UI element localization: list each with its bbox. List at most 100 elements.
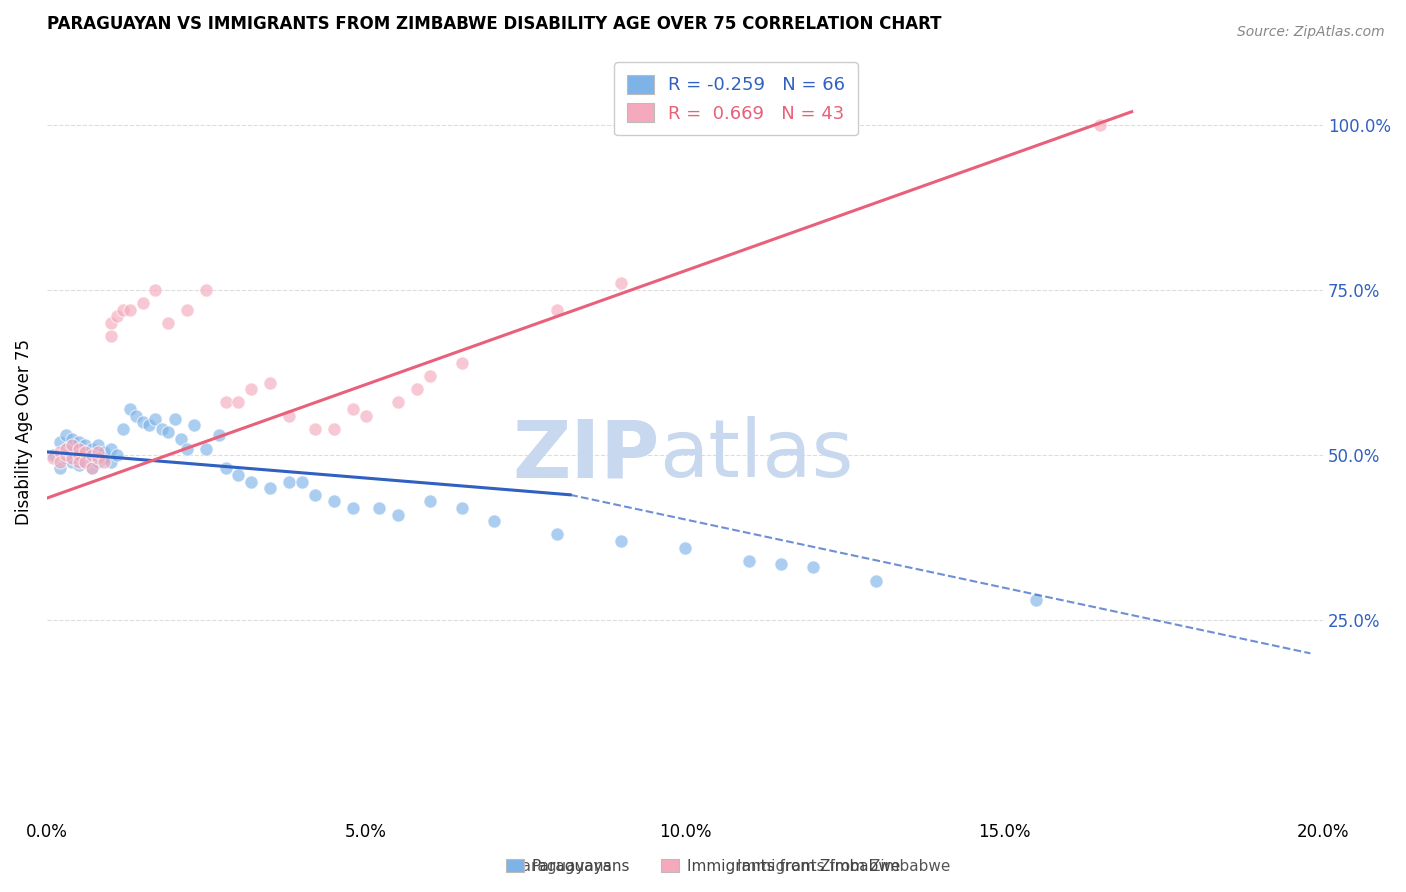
Point	[323, 422, 346, 436]
Point	[450, 501, 472, 516]
Point	[1088, 118, 1111, 132]
Point	[55, 428, 77, 442]
Point	[387, 395, 409, 409]
Point	[291, 475, 314, 489]
Y-axis label: Disability Age Over 75: Disability Age Over 75	[15, 339, 32, 525]
Point	[170, 432, 193, 446]
Point	[546, 527, 568, 541]
Point	[42, 448, 65, 462]
Text: Source: ZipAtlas.com: Source: ZipAtlas.com	[1237, 25, 1385, 39]
Point	[865, 574, 887, 588]
Point	[75, 455, 97, 469]
Point	[48, 434, 70, 449]
Point	[62, 438, 84, 452]
Point	[176, 442, 198, 456]
Point	[105, 310, 128, 324]
Point	[304, 422, 326, 436]
Point	[228, 468, 250, 483]
Point	[55, 442, 77, 456]
Legend: Paraguayans, Immigrants from Zimbabwe: Paraguayans, Immigrants from Zimbabwe	[499, 853, 907, 880]
Point	[354, 409, 377, 423]
Point	[610, 277, 633, 291]
Point	[145, 283, 167, 297]
Point	[610, 534, 633, 549]
Point	[450, 356, 472, 370]
Point	[93, 455, 115, 469]
Point	[150, 422, 173, 436]
Point	[67, 442, 90, 456]
Point	[80, 448, 103, 462]
Point	[183, 418, 205, 433]
Point	[100, 455, 122, 469]
Point	[62, 438, 84, 452]
Point	[259, 481, 281, 495]
Point	[87, 455, 110, 469]
Point	[80, 461, 103, 475]
Point	[87, 438, 110, 452]
Point	[67, 455, 90, 469]
Point	[62, 445, 84, 459]
Point	[55, 448, 77, 462]
Point	[214, 461, 236, 475]
Point	[112, 302, 135, 317]
Point	[55, 442, 77, 456]
Point	[259, 376, 281, 390]
Point	[42, 451, 65, 466]
Point	[208, 428, 231, 442]
Point	[100, 316, 122, 330]
Point	[228, 395, 250, 409]
Point	[278, 475, 301, 489]
Legend: R = -0.259   N = 66, R =  0.669   N = 43: R = -0.259 N = 66, R = 0.669 N = 43	[614, 62, 858, 136]
Point	[67, 458, 90, 472]
Point	[48, 445, 70, 459]
Point	[67, 451, 90, 466]
Point	[67, 442, 90, 456]
Point	[240, 382, 263, 396]
Point	[100, 442, 122, 456]
Point	[67, 448, 90, 462]
Point	[87, 451, 110, 466]
Point	[118, 302, 141, 317]
Text: atlas: atlas	[659, 417, 853, 494]
Point	[163, 412, 186, 426]
Point	[87, 445, 110, 459]
Point	[67, 434, 90, 449]
Point	[138, 418, 160, 433]
Point	[195, 442, 218, 456]
Point	[419, 494, 441, 508]
Point	[342, 401, 364, 416]
Point	[80, 442, 103, 456]
Point	[240, 475, 263, 489]
Point	[62, 455, 84, 469]
Point	[75, 445, 97, 459]
Point	[75, 445, 97, 459]
Point	[80, 461, 103, 475]
Point	[125, 409, 148, 423]
Point	[546, 302, 568, 317]
Point	[100, 329, 122, 343]
Point	[323, 494, 346, 508]
Point	[75, 438, 97, 452]
Text: Paraguayans: Paraguayans	[513, 859, 612, 874]
Point	[157, 425, 180, 439]
Point	[118, 401, 141, 416]
Text: PARAGUAYAN VS IMMIGRANTS FROM ZIMBABWE DISABILITY AGE OVER 75 CORRELATION CHART: PARAGUAYAN VS IMMIGRANTS FROM ZIMBABWE D…	[46, 15, 942, 33]
Point	[105, 448, 128, 462]
Point	[48, 461, 70, 475]
Point	[482, 514, 505, 528]
Text: ZIP: ZIP	[512, 417, 659, 494]
Point	[387, 508, 409, 522]
Point	[406, 382, 429, 396]
Point	[367, 501, 389, 516]
Point	[145, 412, 167, 426]
Point	[131, 296, 153, 310]
Point	[304, 488, 326, 502]
Point	[75, 448, 97, 462]
Point	[278, 409, 301, 423]
Point	[673, 541, 696, 555]
Point	[93, 445, 115, 459]
Point	[769, 557, 792, 571]
Point	[342, 501, 364, 516]
Point	[419, 368, 441, 383]
Point	[176, 302, 198, 317]
